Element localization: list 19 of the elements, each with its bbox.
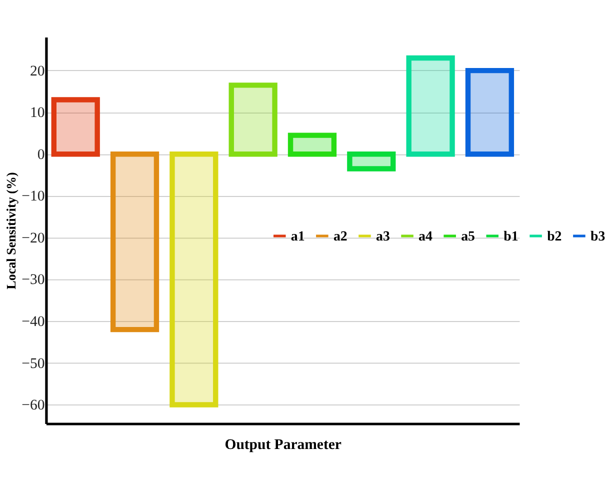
legend-label: b2 bbox=[547, 229, 562, 244]
y-tick-label: −20 bbox=[22, 230, 45, 246]
y-tick-label: 10 bbox=[30, 105, 45, 122]
legend-label: a3 bbox=[376, 229, 390, 244]
legend-label: b1 bbox=[504, 229, 518, 244]
y-axis-title: Local Sensitivity (%) bbox=[4, 172, 19, 290]
y-tick-label: −40 bbox=[22, 314, 45, 330]
legend-label: a5 bbox=[461, 229, 476, 244]
legend-label: b3 bbox=[590, 229, 606, 244]
x-axis-title: Output Parameter bbox=[224, 437, 342, 454]
y-tick-label: −10 bbox=[22, 188, 45, 205]
legend-label: a4 bbox=[418, 229, 432, 244]
y-tick-label: −60 bbox=[22, 398, 45, 414]
legend-label: a2 bbox=[333, 229, 348, 244]
y-tick-label: −30 bbox=[22, 272, 45, 288]
y-tick-label: 20 bbox=[30, 63, 45, 80]
legend-label: a1 bbox=[290, 229, 305, 244]
y-tick-label: −50 bbox=[22, 356, 45, 372]
y-tick-label: 0 bbox=[37, 146, 45, 163]
